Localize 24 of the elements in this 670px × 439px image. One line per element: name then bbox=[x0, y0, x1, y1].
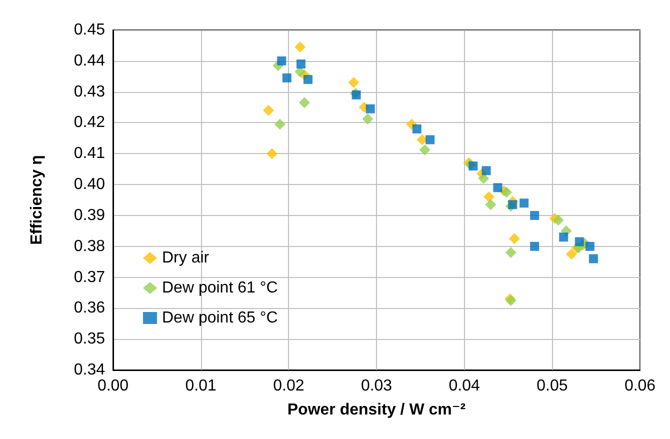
y-tick-label: 0.42 bbox=[74, 114, 106, 132]
y-tick-label: 0.44 bbox=[74, 52, 106, 70]
y-tick-label: 0.36 bbox=[74, 300, 106, 317]
x-tick-label: 0.01 bbox=[185, 378, 217, 394]
x-tick-label: 0.02 bbox=[273, 378, 304, 394]
y-tick-label: 0.41 bbox=[74, 145, 106, 162]
x-tick-label: 0.05 bbox=[536, 378, 568, 394]
y-axis-title: Efficiency η bbox=[28, 155, 46, 245]
x-axis-title: Power density / W cm⁻² bbox=[287, 402, 466, 418]
y-tick-label: 0.37 bbox=[74, 268, 106, 286]
y-tick-label: 0.35 bbox=[74, 330, 106, 348]
x-tick-label: 0.00 bbox=[97, 378, 129, 394]
y-tick-label: 0.39 bbox=[74, 206, 106, 224]
y-tick-label: 0.38 bbox=[74, 238, 106, 255]
y-tick-label: 0.45 bbox=[74, 22, 106, 38]
y-tick-label: 0.40 bbox=[74, 176, 106, 194]
y-tick-label: 0.34 bbox=[74, 362, 106, 378]
x-tick-label: 0.04 bbox=[448, 378, 480, 394]
legend-label: Dew point 65 °C bbox=[162, 310, 278, 326]
x-tick-label: 0.03 bbox=[360, 378, 392, 394]
legend-label: Dry air bbox=[162, 250, 210, 266]
y-tick-label: 0.43 bbox=[74, 83, 106, 100]
x-tick-label: 0.06 bbox=[624, 378, 656, 394]
legend-label: Dew point 61 °C bbox=[162, 280, 278, 296]
